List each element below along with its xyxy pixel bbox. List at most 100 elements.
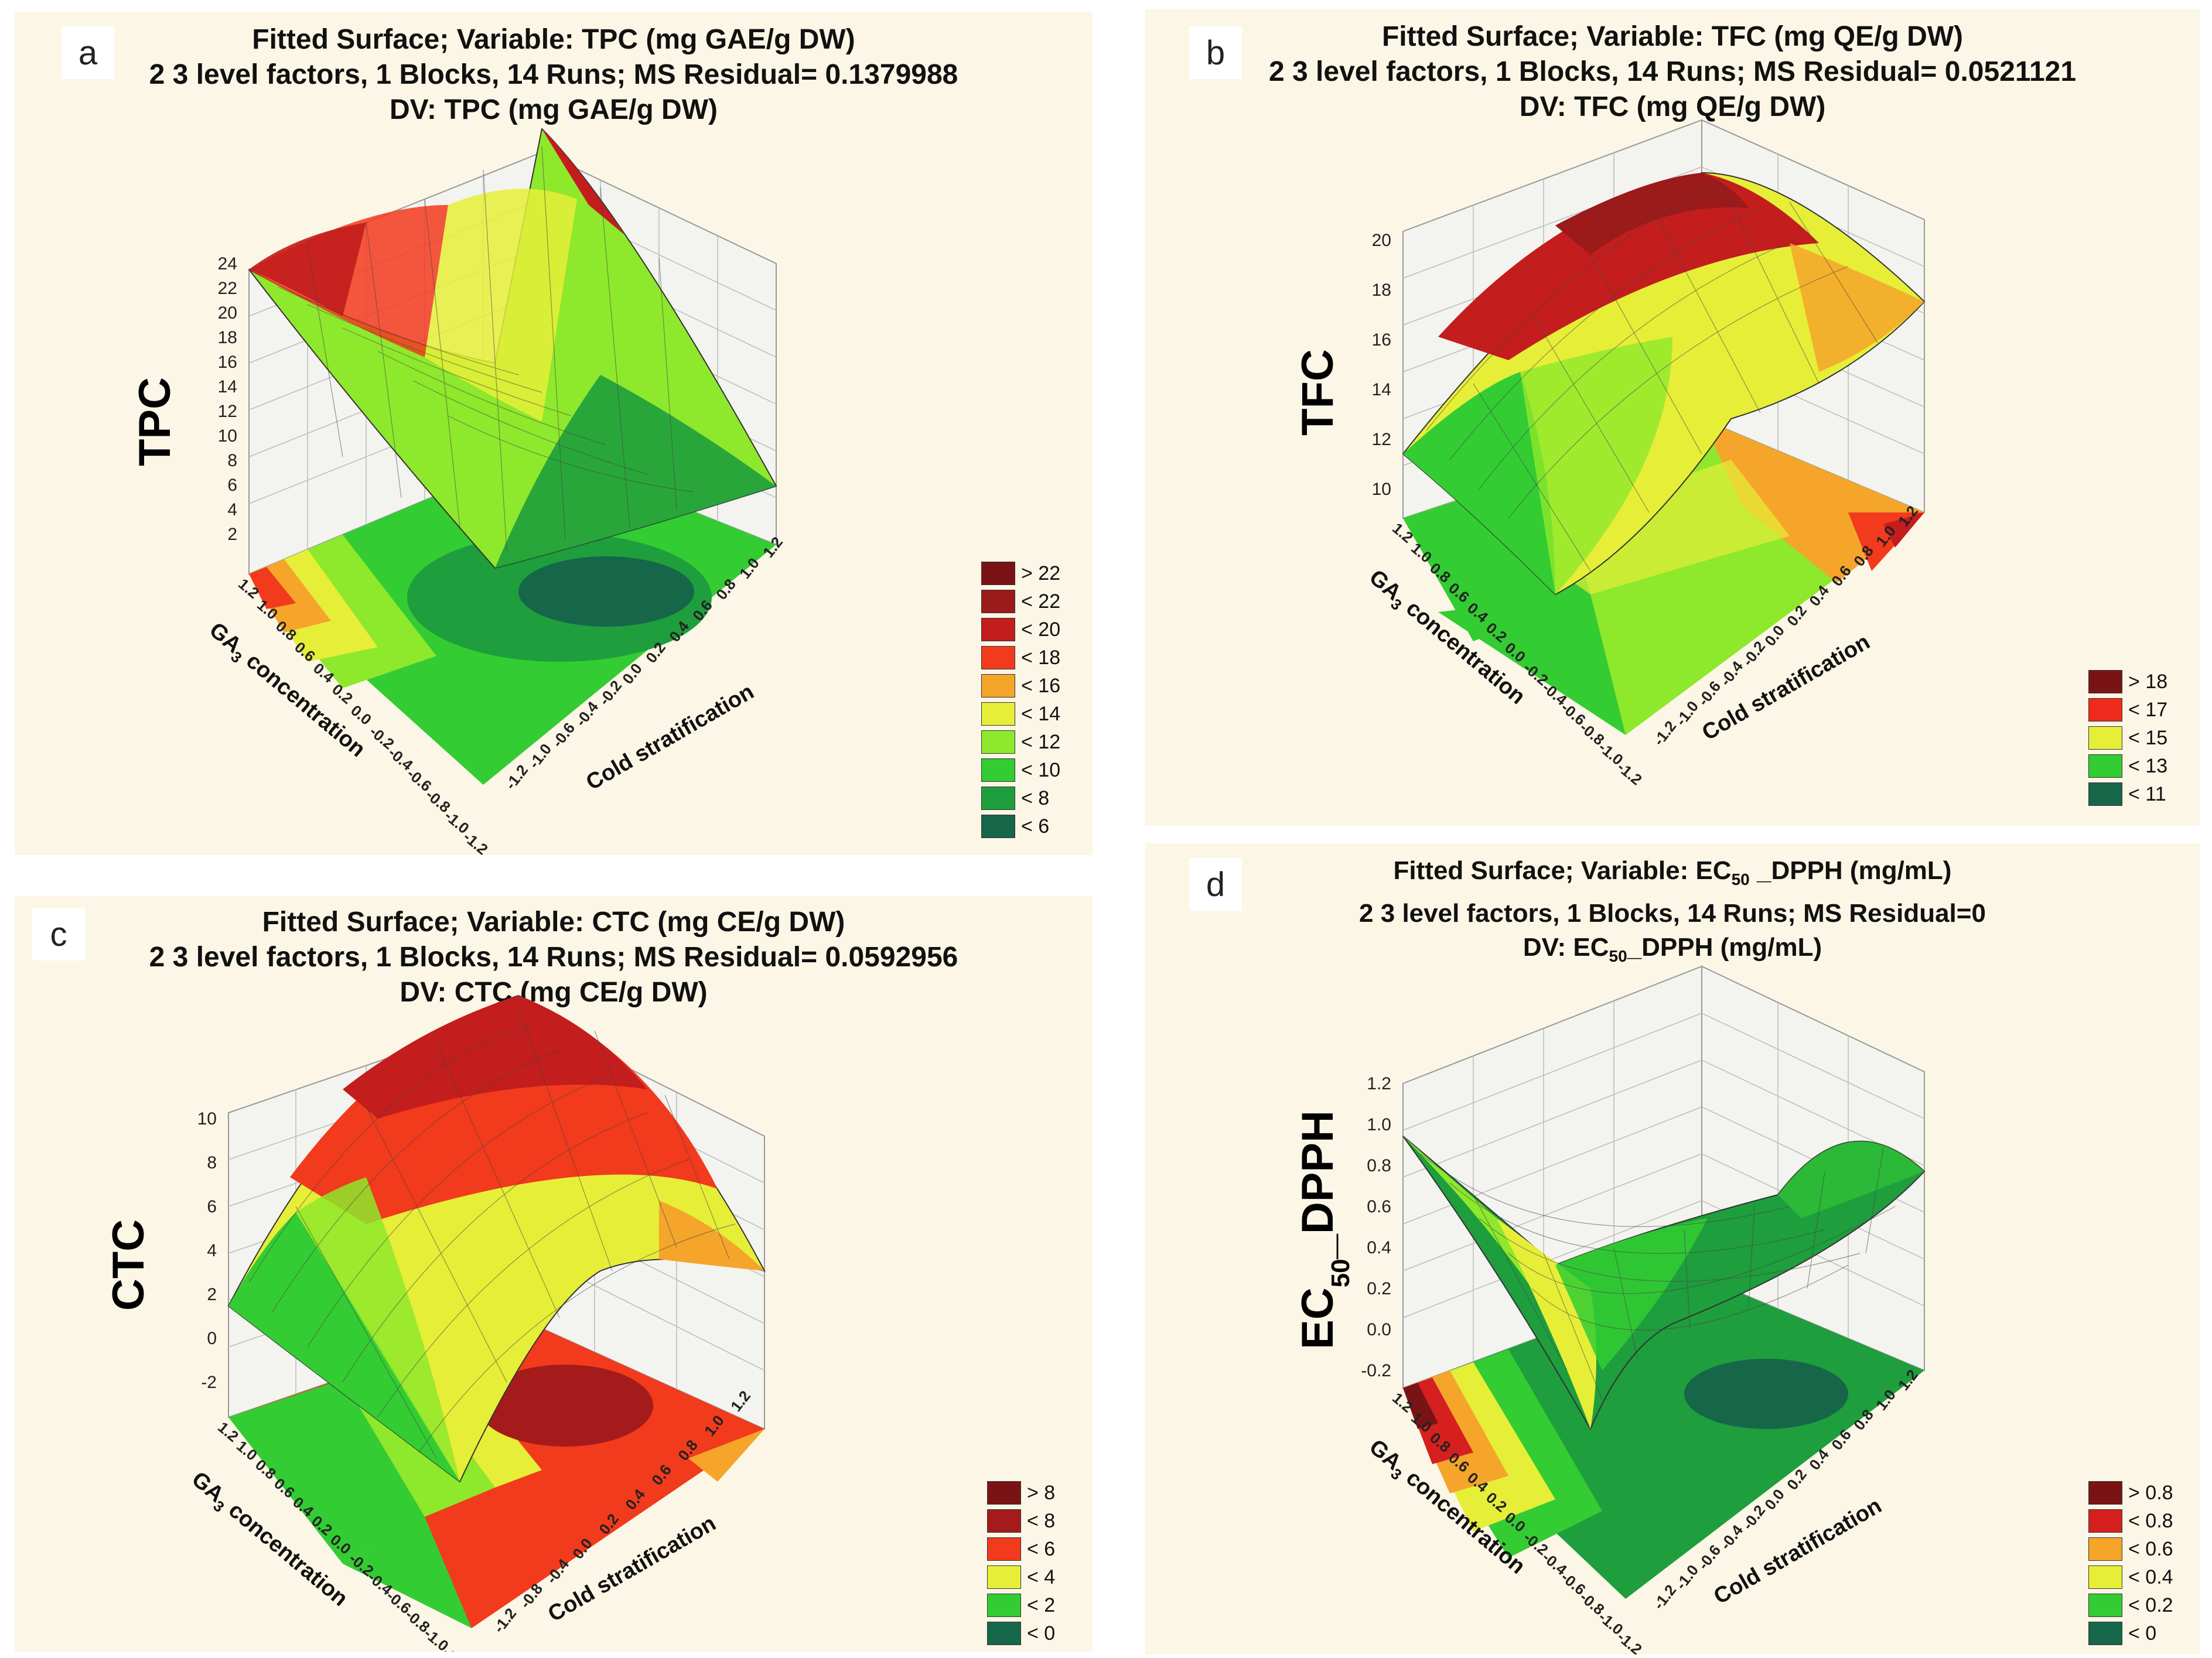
z-tick: 22 xyxy=(218,279,237,298)
legend-item: < 8 xyxy=(981,784,1060,812)
title-line-2: 2 3 level factors, 1 Blocks, 14 Runs; MS… xyxy=(149,59,958,90)
title-line-1: Fitted Surface; Variable: CTC (mg CE/g D… xyxy=(262,907,845,938)
contour-floor-a xyxy=(249,451,776,785)
surface-plot-a: 24 22 20 18 16 14 12 10 8 6 4 2 TPC 1.2 … xyxy=(130,127,786,855)
panel-label-c: c xyxy=(32,908,85,960)
legend-item: > 8 xyxy=(987,1479,1055,1507)
legend-item: < 12 xyxy=(981,728,1060,756)
z-tick: 16 xyxy=(1372,330,1391,350)
z-tick: 8 xyxy=(227,451,237,470)
chart-panel-b: b Fitted Surface; Variable: TFC (mg QE/g… xyxy=(1145,9,2200,826)
z-axis-label-c: CTC xyxy=(104,1219,153,1311)
z-tick: 10 xyxy=(1372,480,1391,499)
legend-item: < 13 xyxy=(2088,752,2167,780)
y-tick: -0.6 xyxy=(1694,1541,1724,1573)
legend-item: < 0 xyxy=(987,1619,1055,1647)
z-axis-label-d: EC50_DPPH xyxy=(1293,1110,1355,1349)
z-tick: 0 xyxy=(207,1329,217,1348)
z-tick: 18 xyxy=(1372,281,1391,300)
chart-title-a: Fitted Surface; Variable: TPC (mg GAE/g … xyxy=(15,22,1093,128)
title-line-3: DV: TPC (mg GAE/g DW) xyxy=(390,94,718,125)
contour-floor-d xyxy=(1403,1277,1924,1599)
surface-plot-c: 10 8 6 4 2 0 -2 CTC 1.2 1.0 0.8 0.6 0.4 … xyxy=(104,994,766,1652)
title-line-1: Fitted Surface; Variable: EC50 _DPPH (mg… xyxy=(1393,856,1952,888)
chart-title-b: Fitted Surface; Variable: TFC (mg QE/g D… xyxy=(1145,19,2200,125)
z-tick: 0.8 xyxy=(1367,1156,1391,1175)
panel-label-d: d xyxy=(1189,858,1242,911)
z-tick: 2 xyxy=(227,525,237,544)
chart-panel-a: a Fitted Surface; Variable: TPC (mg GAE/… xyxy=(15,12,1093,855)
z-tick: 10 xyxy=(197,1109,217,1129)
legend-item: < 20 xyxy=(981,616,1060,644)
z-tick: 0.0 xyxy=(1367,1320,1391,1339)
z-axis-label-a: TPC xyxy=(130,377,180,466)
legend-item: > 22 xyxy=(981,559,1060,587)
legend-item: < 6 xyxy=(987,1535,1055,1563)
z-tick: 0.6 xyxy=(1367,1197,1391,1216)
legend-item: < 0.2 xyxy=(2088,1591,2173,1619)
title-line-1: Fitted Surface; Variable: TPC (mg GAE/g … xyxy=(252,24,855,55)
z-axis-a: 24 22 20 18 16 14 12 10 8 6 4 2 xyxy=(218,254,237,544)
chart-title-c: Fitted Surface; Variable: CTC (mg CE/g D… xyxy=(15,905,1093,1010)
legend-item: < 17 xyxy=(2088,696,2167,724)
z-tick: 24 xyxy=(218,254,237,274)
legend-item: < 15 xyxy=(2088,724,2167,752)
legend-item: < 14 xyxy=(981,700,1060,728)
legend-item: > 0.8 xyxy=(2088,1479,2173,1507)
surface-plot-b: 20 18 16 14 12 10 TFC 1.2 1.0 0.8 0.6 0.… xyxy=(1293,119,1926,788)
z-tick: 12 xyxy=(1372,430,1391,449)
title-line-2: 2 3 level factors, 1 Blocks, 14 Runs; MS… xyxy=(1268,56,2077,87)
chart-panel-d: d Fitted Surface; Variable: EC50 _DPPH (… xyxy=(1145,843,2200,1654)
legend-item: < 0.8 xyxy=(2088,1507,2173,1535)
title-line-3: DV: CTC (mg CE/g DW) xyxy=(400,977,708,1008)
y-tick: -1.2 xyxy=(1650,1581,1680,1613)
legend-d: > 0.8 < 0.8 < 0.6 < 0.4 < 0.2 < 0 xyxy=(2088,1479,2173,1647)
z-tick: 2 xyxy=(207,1285,217,1304)
z-tick: 16 xyxy=(218,353,237,372)
legend-item: < 18 xyxy=(981,644,1060,672)
panel-label-a: a xyxy=(62,26,114,79)
legend-item: < 4 xyxy=(987,1563,1055,1591)
z-tick: 14 xyxy=(218,377,237,396)
z-tick: 8 xyxy=(207,1153,217,1172)
z-tick: 4 xyxy=(227,500,237,519)
y-tick: -1.0 xyxy=(1672,1561,1702,1593)
z-tick: -0.2 xyxy=(1361,1361,1391,1380)
title-line-2: 2 3 level factors, 1 Blocks, 14 Runs; MS… xyxy=(1359,898,1986,928)
z-tick: 18 xyxy=(218,328,237,347)
chart-title-d: Fitted Surface; Variable: EC50 _DPPH (mg… xyxy=(1145,854,2200,973)
z-tick: 20 xyxy=(218,303,237,323)
z-tick: 10 xyxy=(218,426,237,446)
z-tick: 6 xyxy=(227,476,237,495)
title-line-3: DV: EC50_DPPH (mg/mL) xyxy=(1523,932,1822,965)
surface-mesh-a xyxy=(278,146,695,551)
z-tick: 4 xyxy=(207,1241,217,1260)
y-tick: -0.6 xyxy=(1694,678,1724,709)
z-tick: 0.4 xyxy=(1367,1238,1391,1257)
title-line-3: DV: TFC (mg QE/g DW) xyxy=(1519,91,1826,122)
chart-panel-c: c Fitted Surface; Variable: CTC (mg CE/g… xyxy=(15,896,1093,1652)
z-tick: 14 xyxy=(1372,380,1391,399)
legend-c: > 8 < 8 < 6 < 4 < 2 < 0 xyxy=(987,1479,1055,1647)
surface-plot-d: 1.2 1.0 0.8 0.6 0.4 0.2 0.0 -0.2 EC50_DP… xyxy=(1293,965,1926,1654)
legend-item: < 16 xyxy=(981,672,1060,700)
legend-item: < 0 xyxy=(2088,1619,2173,1647)
legend-item: < 0.4 xyxy=(2088,1563,2173,1591)
legend-item: < 2 xyxy=(987,1591,1055,1619)
legend-item: < 0.6 xyxy=(2088,1535,2173,1563)
z-tick: 1.0 xyxy=(1367,1115,1391,1134)
legend-b: > 18 < 17 < 15 < 13 < 11 xyxy=(2088,668,2167,808)
z-tick: 6 xyxy=(207,1197,217,1216)
z-tick: 0.2 xyxy=(1367,1279,1391,1298)
z-tick: 12 xyxy=(218,402,237,421)
legend-item: < 8 xyxy=(987,1507,1055,1535)
legend-a: > 22 < 22 < 20 < 18 < 16 < 14 < 12 < 10 … xyxy=(981,559,1060,840)
z-tick: 1.2 xyxy=(1367,1074,1391,1093)
z-tick: 20 xyxy=(1372,231,1391,250)
legend-item: < 6 xyxy=(981,812,1060,840)
y-tick: -0.4 xyxy=(1716,1521,1747,1553)
legend-item: < 11 xyxy=(2088,780,2167,808)
legend-item: < 22 xyxy=(981,587,1060,616)
z-axis-label-b: TFC xyxy=(1293,349,1343,436)
y-tick: -1.2 xyxy=(1650,717,1680,749)
